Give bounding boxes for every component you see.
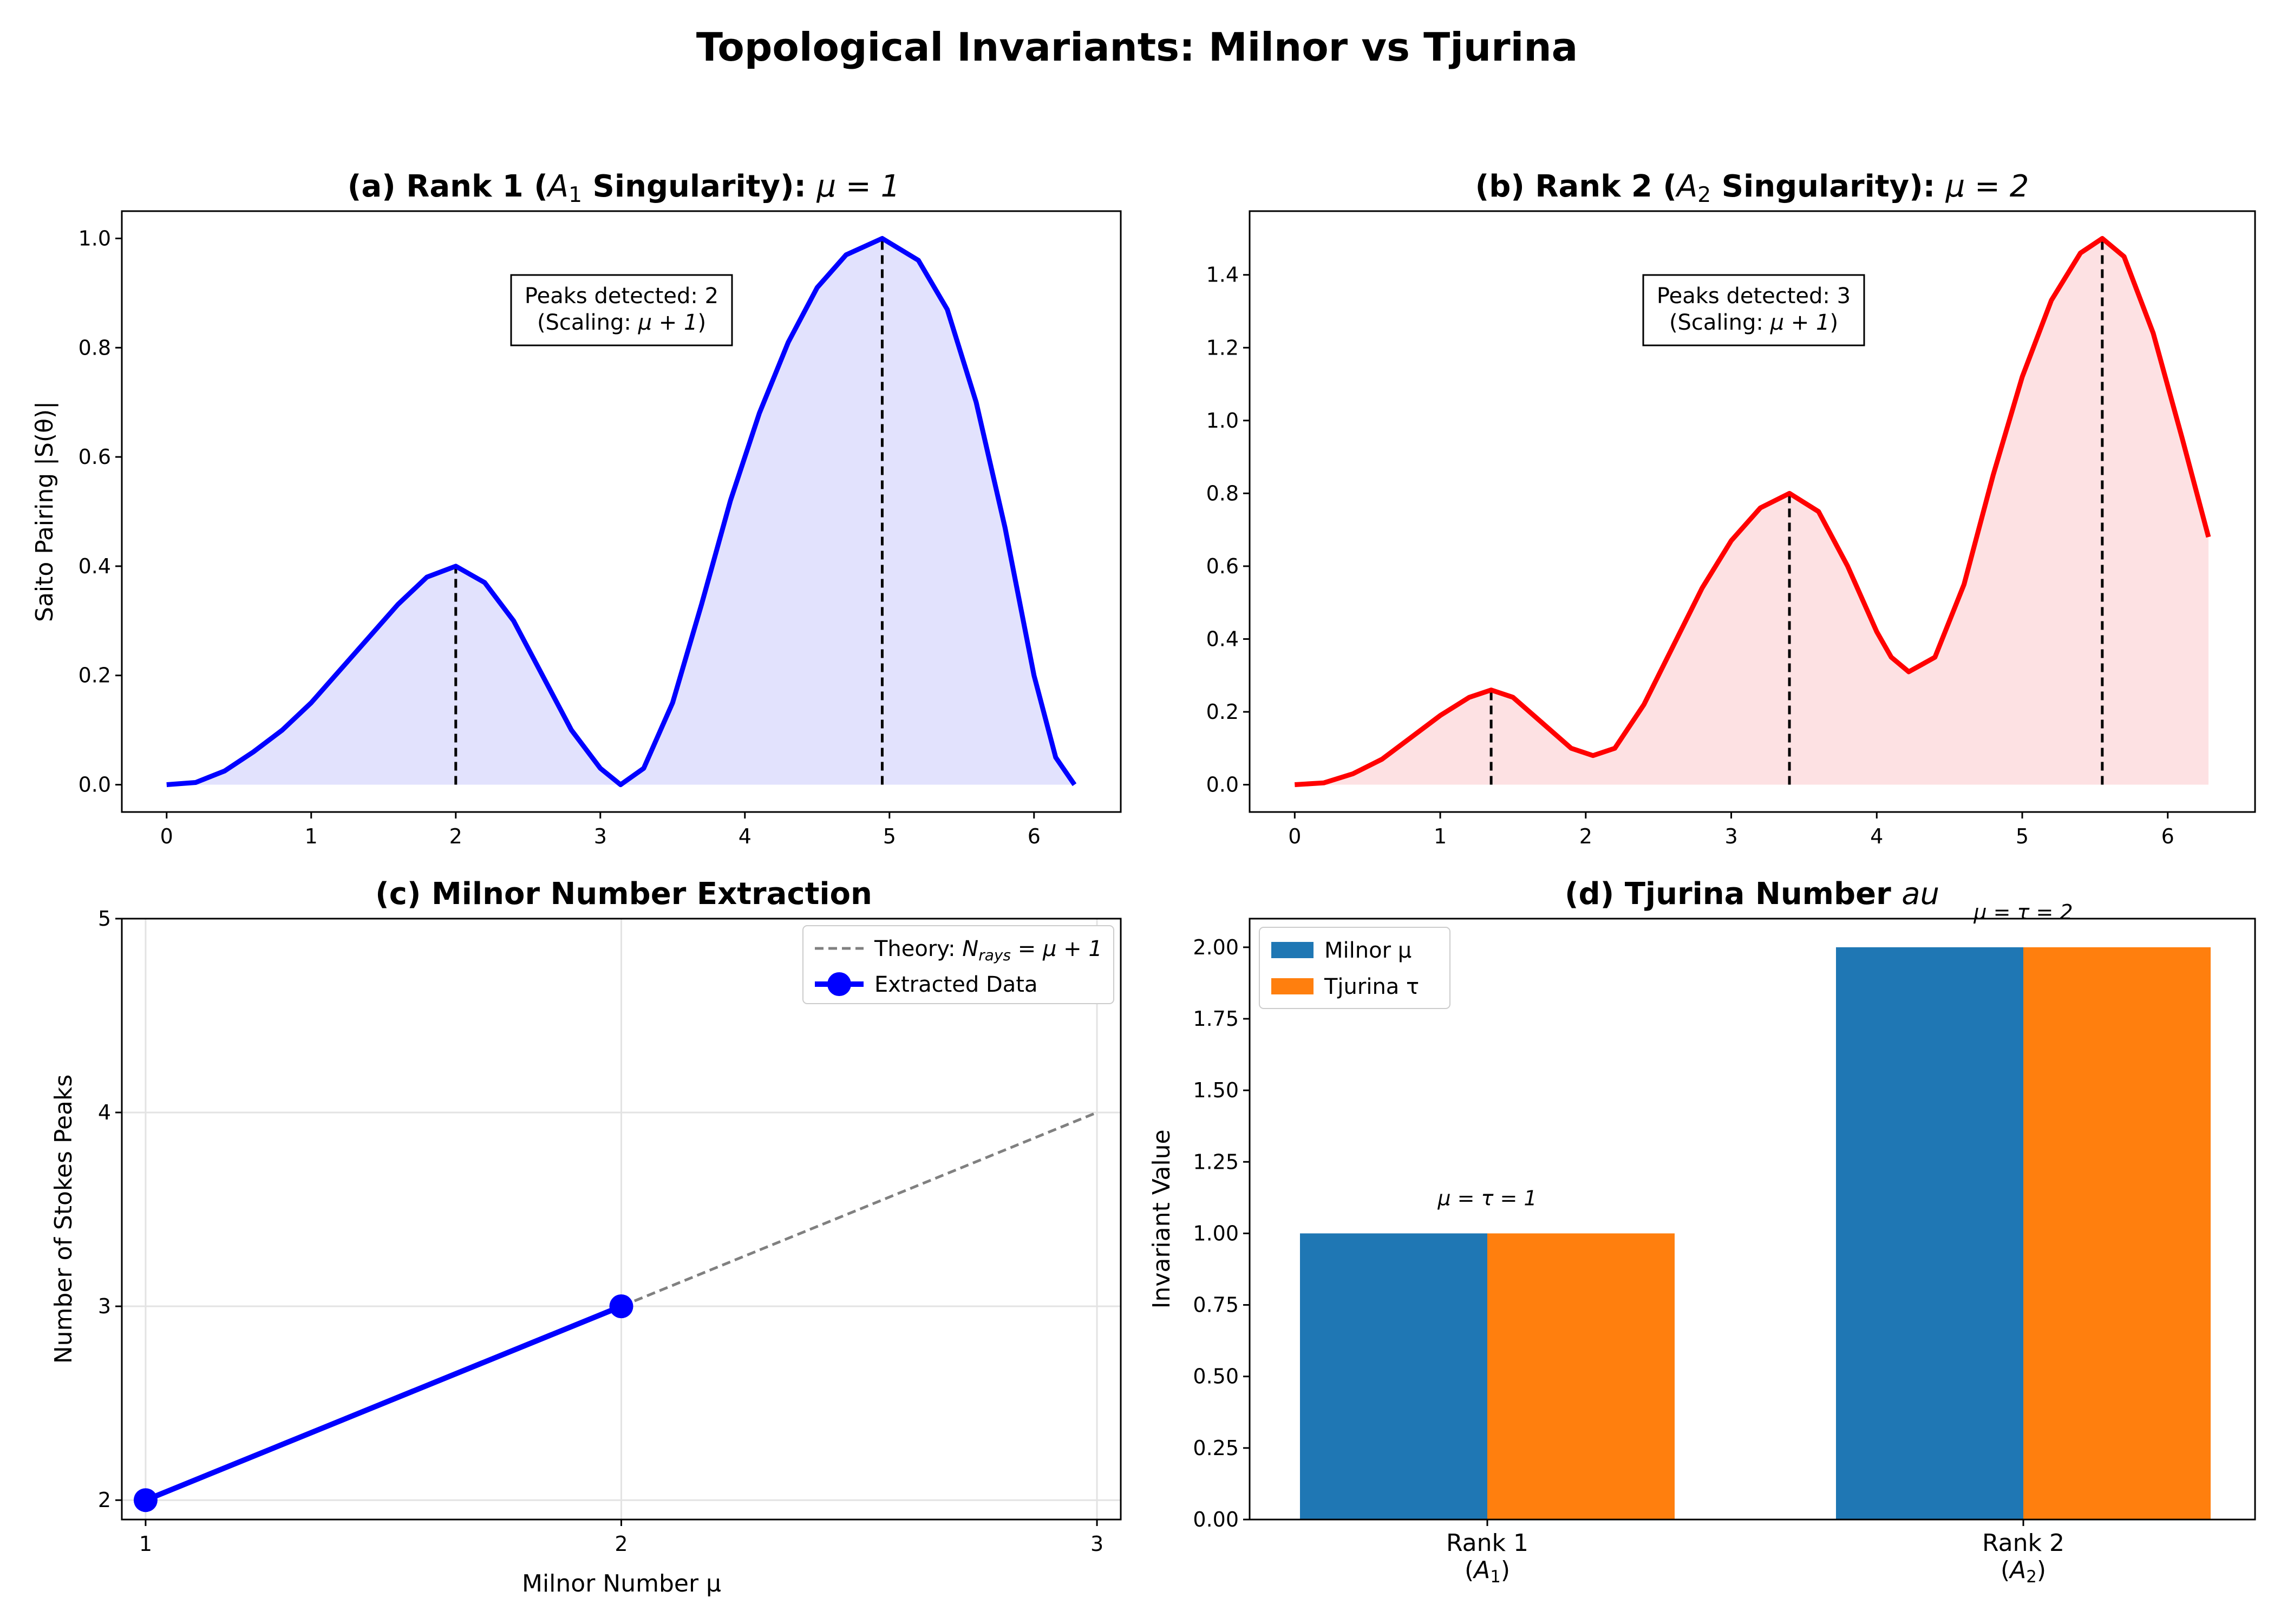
panel-b-area-fill — [1295, 238, 2209, 785]
svg-text:(Scaling: μ + 1): (Scaling: μ + 1) — [1669, 310, 1838, 335]
panel-b-xtick-label: 1 — [1434, 824, 1447, 848]
panel-a-xtick-label: 3 — [594, 824, 607, 848]
panel-b-xtick-label: 0 — [1288, 824, 1301, 848]
panel-d-ytick-label: 0.50 — [1193, 1365, 1239, 1389]
panel-d-ytick-label: 0.25 — [1193, 1436, 1239, 1460]
panel-a-ylabel: Saito Pairing |S(θ)| — [31, 401, 58, 622]
panel-b-series-line — [1295, 235, 2211, 788]
panel-a-series-line — [166, 235, 1077, 788]
panel-a-axes-frame — [121, 210, 1122, 813]
panel-c-xtick-label: 2 — [615, 1532, 628, 1556]
legend-extracted-label: Extracted Data — [874, 972, 1037, 997]
svg-text:Peaks detected: 2: Peaks detected: 2 — [525, 284, 718, 309]
panel-c-xlabel: Milnor Number μ — [522, 1570, 721, 1597]
panel-c-theory-line — [145, 1111, 1098, 1502]
panel-d-bar-tjurina-2 — [2023, 947, 2211, 1520]
panel-b-axes-frame — [1249, 210, 2256, 813]
panel-c-ytick-label: 2 — [98, 1488, 111, 1512]
panel-d-ytick-label: 1.00 — [1193, 1221, 1239, 1245]
panel-a-xtick-label: 5 — [883, 824, 896, 848]
panel-b-chart: (b) Rank 2 (A2 Singularity): μ = 2 0 1 2 3 4… — [1206, 169, 2256, 848]
panel-a-xtick-label: 2 — [449, 824, 462, 848]
panel-d-bar-label: μ = τ = 1 — [1437, 1186, 1537, 1210]
panel-d-ytick-label: 1.50 — [1193, 1078, 1239, 1102]
panel-d-ytick-label: 0.75 — [1193, 1293, 1239, 1317]
panel-d-ytick-label: 1.75 — [1193, 1007, 1239, 1031]
figure-title: Topological Invariants: Milnor vs Tjurin… — [696, 24, 1578, 70]
panel-d-ytick-label: 1.25 — [1193, 1150, 1239, 1174]
legend-milnor-swatch — [1271, 942, 1314, 958]
panel-d-ytick-label: 0.00 — [1193, 1508, 1239, 1531]
panel-a-ytick-label: 1.0 — [79, 226, 111, 250]
panel-a-xtick-label: 6 — [1028, 824, 1041, 848]
panel-b-title: (b) Rank 2 (A2 Singularity): μ = 2 — [1475, 169, 2029, 207]
panel-a-xtick-label: 4 — [739, 824, 752, 848]
panel-b-ytick-label: 0.6 — [1206, 554, 1239, 578]
svg-text:Peaks detected: 3: Peaks detected: 3 — [1657, 284, 1851, 309]
panel-c-title: (c) Milnor Number Extraction — [375, 876, 872, 912]
panel-c-extracted-point — [609, 1294, 633, 1319]
panel-d-legend: Milnor μ Tjurina τ — [1259, 927, 1450, 1009]
panel-a-annotation: Peaks detected: 2 (Scaling: μ + 1) — [510, 274, 733, 346]
panel-a-ytick-label: 0.4 — [79, 554, 111, 578]
panel-a-xtick-label: 1 — [305, 824, 318, 848]
panel-d-xtick-sublabel: (A2) — [2001, 1556, 2046, 1587]
panel-c-extracted-point — [133, 1488, 158, 1512]
panel-a-ytick-label: 0.2 — [79, 664, 111, 687]
panel-a-title: (a) Rank 1 (A1 Singularity): μ = 1 — [348, 169, 900, 207]
panel-c-ylabel: Number of Stokes Peaks — [50, 1075, 77, 1364]
panel-b-xtick-label: 4 — [1870, 824, 1883, 848]
panel-b-ytick-label: 0.4 — [1206, 627, 1239, 651]
panel-b-ytick-label: 0.0 — [1206, 773, 1239, 797]
panel-a-chart: (a) Rank 1 (A1 Singularity): μ = 1 0 1 2 3 4… — [31, 169, 1122, 848]
panel-d-bar-milnor-1 — [1300, 1233, 1487, 1520]
panel-a-xtick-label: 0 — [160, 824, 173, 848]
panel-d-chart: (d) Tjurina Number au μ = τ = 1 μ = τ = 2… — [1148, 876, 2256, 1587]
panel-c-xtick-label: 3 — [1090, 1532, 1103, 1556]
panel-c-chart: (c) Milnor Number Extraction 1 2 3 2 3 4 5 Num… — [50, 876, 1122, 1597]
panel-c-xtick-label: 1 — [139, 1532, 152, 1556]
panel-d-ylabel: Invariant Value — [1148, 1129, 1175, 1308]
panel-c-extracted-line — [145, 1304, 623, 1503]
panel-b-xtick-label: 5 — [2016, 824, 2029, 848]
panel-b-xtick-label: 3 — [1724, 824, 1737, 848]
panel-c-ytick-label: 3 — [98, 1294, 111, 1318]
panel-c-ytick-label: 4 — [98, 1101, 111, 1124]
legend-milnor-label: Milnor μ — [1324, 938, 1412, 963]
panel-a-ytick-label: 0.6 — [79, 445, 111, 469]
panel-a-ytick-label: 0.0 — [79, 773, 111, 797]
panel-b-ytick-label: 0.8 — [1206, 481, 1239, 505]
panel-d-bar-tjurina-1 — [1487, 1233, 1675, 1520]
panel-b-xtick-label: 2 — [1579, 824, 1592, 848]
panel-a-ytick-label: 0.8 — [79, 336, 111, 359]
panel-d-axes-frame — [1249, 918, 2256, 1521]
svg-text:(Scaling: μ + 1): (Scaling: μ + 1) — [537, 310, 706, 335]
panel-a-area-fill — [166, 238, 1075, 785]
legend-extracted-marker — [827, 972, 851, 996]
legend-theory-label: Theory: Nrays = μ + 1 — [874, 937, 1102, 964]
panel-b-ytick-label: 1.4 — [1206, 263, 1239, 287]
panel-c-legend: Theory: Nrays = μ + 1 Extracted Data — [802, 925, 1114, 1004]
panel-d-ytick-label: 2.00 — [1193, 935, 1239, 959]
panel-b-ytick-label: 0.2 — [1206, 700, 1239, 724]
panel-b-annotation: Peaks detected: 3 (Scaling: μ + 1) — [1642, 274, 1865, 346]
legend-tjurina-label: Tjurina τ — [1324, 974, 1419, 999]
panel-d-xtick-label: Rank 1 — [1446, 1529, 1528, 1557]
panel-b-ytick-label: 1.0 — [1206, 409, 1239, 433]
panel-d-bar-milnor-2 — [1836, 947, 2023, 1520]
panel-b-ytick-label: 1.2 — [1206, 336, 1239, 359]
panel-d-bar-label: μ = τ = 2 — [1973, 900, 2073, 924]
panel-d-xtick-sublabel: (A1) — [1465, 1556, 1510, 1587]
panel-d-xtick-label: Rank 2 — [1982, 1529, 2064, 1557]
panel-b-xtick-label: 6 — [2161, 824, 2174, 848]
legend-tjurina-swatch — [1271, 978, 1314, 994]
panel-d-title: (d) Tjurina Number au — [1565, 876, 1939, 912]
panel-c-ytick-label: 5 — [98, 907, 111, 931]
